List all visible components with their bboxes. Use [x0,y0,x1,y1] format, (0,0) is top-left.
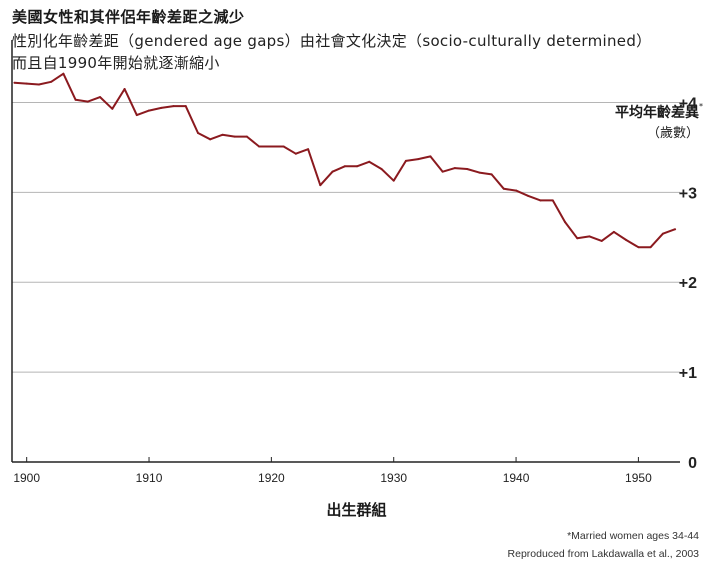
data-point [86,100,89,103]
data-point [612,230,615,233]
data-point [515,189,518,192]
data-point [123,87,126,90]
data-point [417,158,420,161]
data-point [111,107,114,110]
y-tick-label: +3 [679,185,697,202]
series-layer [13,72,677,249]
footnote-source: Reproduced from Lakdawalla et al., 2003 [507,548,699,560]
x-tick-label: 1900 [13,471,40,485]
data-point [307,148,310,151]
data-point [184,105,187,108]
y-tick-label: +1 [679,365,697,382]
data-point [600,239,603,242]
data-point [661,232,664,235]
data-point [233,135,236,138]
data-point [196,132,199,135]
data-point [478,171,481,174]
data-point [282,145,285,148]
data-point [380,167,383,170]
data-point [637,246,640,249]
data-point [270,145,273,148]
data-point [74,98,77,101]
y-axis-label: 平均年齡差異* [615,102,703,122]
data-point [62,72,65,75]
data-point [588,235,591,238]
y-axis-label-footnote-marker: * [699,102,703,112]
data-point [563,221,566,224]
data-point [221,133,224,136]
data-point [319,184,322,187]
data-point [527,194,530,197]
y-tick-label: +2 [679,275,697,292]
data-point [245,135,248,138]
axes [11,40,680,463]
data-point [551,199,554,202]
data-point [50,80,53,83]
data-point [576,237,579,240]
data-point [539,199,542,202]
y-axis-unit: （歲數） [646,126,699,141]
data-point [135,114,138,117]
x-tick-label: 1920 [258,471,285,485]
chart-subtitle-line2: 而且自1990年開始就逐漸縮小 [12,54,220,72]
data-point [25,82,28,85]
data-point [674,228,677,231]
data-point [502,187,505,190]
y-tick-label: 0 [688,455,697,472]
data-point [466,167,469,170]
data-point [490,173,493,176]
x-tick-label: 1930 [380,471,407,485]
x-axis-label: 出生群組 [326,501,387,519]
data-point [172,105,175,108]
chart-title: 美國女性和其伴侶年齡差距之減少 [12,8,245,26]
data-point [453,167,456,170]
data-point [441,170,444,173]
series-line [14,72,676,249]
tick-labels: 0 +1 +2 +3 +4 1900 1910 1920 1930 1940 1950 [13,95,697,485]
data-point [294,152,297,155]
x-tick-label: 1940 [503,471,530,485]
data-point [148,109,151,112]
data-point [649,246,652,249]
x-tick-label: 1910 [136,471,163,485]
data-point [13,81,16,84]
chart-subtitle-line1: 性別化年齡差距（gendered age gaps）由社會文化決定（socio-… [12,32,652,50]
y-axis-label-text: 平均年齡差異 [615,105,699,121]
data-point [160,106,163,109]
data-point [356,165,359,168]
data-point [368,160,371,163]
data-point [258,145,261,148]
data-point [404,159,407,162]
x-tick-label: 1950 [625,471,652,485]
data-point [625,238,628,241]
data-point [99,96,102,99]
footnote-sample: *Married women ages 34-44 [567,530,699,542]
data-point [37,83,40,86]
data-point [392,179,395,182]
data-point [331,170,334,173]
data-point [343,165,346,168]
data-point [209,138,212,141]
y-tick-label: +4 [679,95,697,112]
gridlines [12,101,680,373]
data-point [429,155,432,158]
